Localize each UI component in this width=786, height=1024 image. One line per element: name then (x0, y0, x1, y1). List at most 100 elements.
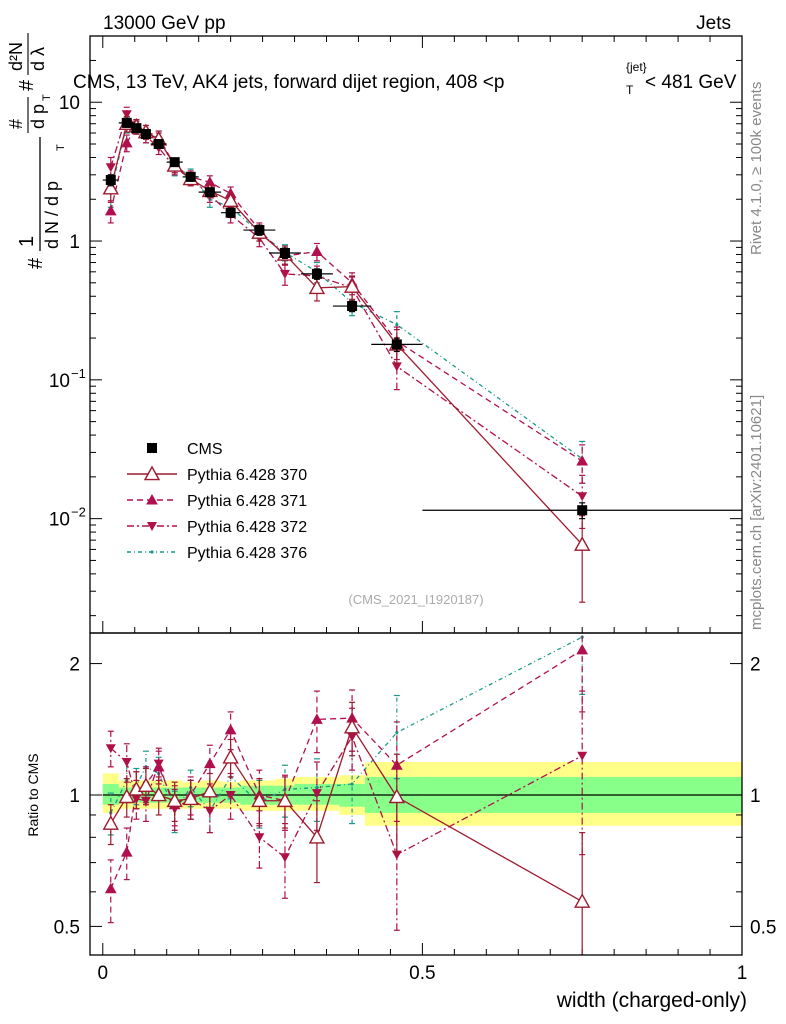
ratio-y-tick-label: 2 (69, 655, 80, 676)
ylabel-dn: d N / d p (42, 181, 62, 249)
ratio-p371-point (224, 723, 237, 735)
legend-label: Pythia 6.428 370 (187, 467, 307, 484)
ylabel-one: 1 (16, 236, 38, 247)
ylabel-dn-sub: T (55, 144, 67, 151)
main-p372-point (279, 269, 290, 279)
ratio-p372-point (254, 833, 265, 843)
main-cms-point (140, 129, 151, 140)
main-p370-point (574, 536, 591, 551)
legend: CMS Pythia 6.428 370 Pythia 6.428 371 Pythi… (127, 441, 307, 562)
main-y-tick-label: 10 (49, 371, 70, 392)
main-cms-point (311, 268, 322, 279)
ratio-p370-point (308, 828, 326, 844)
main-p371-point (104, 204, 117, 216)
ratio-p370-point (388, 788, 406, 804)
cms-uncertainty-band (102, 762, 742, 826)
main-series-p370 (102, 115, 591, 603)
ratio-series-p370 (102, 701, 591, 955)
main-y-tick-label: 1 (69, 232, 80, 253)
main-series-p376 (107, 116, 586, 484)
main-p370-point (102, 179, 119, 195)
ratio-p376-point (350, 782, 354, 786)
ratio-y-tick-label: 1 (69, 786, 80, 807)
main-p371-point (120, 136, 133, 148)
ratio-y-tick-label-right: 2 (750, 655, 761, 676)
main-p370-point (308, 279, 326, 295)
main-cms-point (169, 157, 180, 168)
main-panel: 10−210−1110102 (49, 35, 743, 634)
main-y-tick-exponent: −2 (71, 505, 86, 520)
main-p376-point (395, 322, 399, 327)
main-y-tick-label: 10 (59, 93, 80, 114)
main-cms-point (153, 139, 164, 150)
title-tail: < 481 GeV (645, 72, 737, 93)
main-cms-point (204, 187, 215, 198)
ratio-p376-line (110, 636, 583, 814)
ratio-y-tick-label: 0.5 (54, 917, 80, 938)
main-p371-point (576, 455, 589, 466)
ratio-p371-point (120, 846, 133, 857)
main-cms-point (279, 247, 290, 258)
legend-label: Pythia 6.428 376 (187, 545, 307, 562)
ylabel-frac-sub: T (41, 94, 53, 101)
ratio-p370-point (251, 792, 268, 808)
ylabel-hash2: # (16, 79, 38, 91)
ylabel-d2n: d²N (6, 42, 26, 71)
ratio-p370-point (182, 790, 199, 806)
main-cms-point (131, 123, 142, 134)
beam-label: 13000 GeV pp (103, 13, 226, 34)
main-cms-point (347, 301, 358, 312)
x-tick-label: 1 (737, 963, 748, 984)
main-y-tick-label: 10 (49, 510, 70, 531)
title-sub: T (626, 83, 634, 97)
main-series-cms (102, 117, 742, 520)
ratio-p370-point (118, 788, 135, 804)
ratio-y-tick-label-right: 1 (750, 786, 761, 807)
ratio-p370-point (222, 748, 239, 764)
ratio-p372-point (279, 853, 290, 863)
legend-item-p372: Pythia 6.428 372 (127, 519, 307, 536)
ratio-p371-point (104, 882, 117, 894)
x-tick-label: 0 (97, 963, 108, 984)
ratio-p372-point (105, 744, 116, 754)
main-p370-line (110, 122, 583, 546)
main-p371-point (311, 245, 323, 257)
main-cms-point (121, 117, 132, 128)
main-p372-point (391, 362, 402, 372)
ratio-p370-point (150, 786, 167, 802)
main-cms-point (391, 339, 402, 350)
legend-label: Pythia 6.428 371 (187, 493, 307, 510)
ratio-panel: 0.5 0.5 1 1 2 2 0 0.5 1 (54, 632, 776, 984)
ratio-p372-point (391, 850, 402, 860)
legend-marker (143, 465, 161, 481)
legend-marker (146, 493, 158, 505)
x-axis-label: width (charged-only) (556, 989, 747, 1012)
title-sup: {jet} (626, 60, 647, 74)
ratio-p370-point (276, 792, 294, 808)
ratio-p376-point (315, 785, 319, 790)
legend-item-p370: Pythia 6.428 370 (127, 465, 307, 484)
x-tick-label: 0.5 (409, 963, 435, 984)
legend-marker (147, 443, 157, 453)
main-ylabel: # 1 d N / d p T # d p T # d²N d λ (6, 33, 67, 269)
legend-marker (150, 550, 154, 554)
ratio-p372-point (225, 790, 236, 800)
ratio-frame (89, 632, 743, 956)
ratio-p371-point (576, 643, 589, 655)
ratio-p372-point (121, 758, 132, 768)
main-p372-point (105, 163, 116, 173)
main-cms-point (254, 225, 265, 236)
ratio-p370-point (201, 782, 219, 798)
main-p372-point (577, 492, 588, 502)
legend-marker (147, 522, 157, 531)
ylabel-frac-mid: d p (28, 104, 48, 129)
rivet-version: Rivet 4.1.0, ≥ 100k events (748, 82, 765, 255)
ratio-p371-point (311, 713, 323, 724)
ratio-p370-point (137, 777, 155, 793)
ratio-series-group (102, 633, 591, 955)
ratio-p376-point (395, 730, 399, 735)
category-label: Jets (696, 13, 731, 34)
ratio-p372-point (577, 751, 588, 761)
ylabel-top-hash: # (25, 257, 47, 269)
